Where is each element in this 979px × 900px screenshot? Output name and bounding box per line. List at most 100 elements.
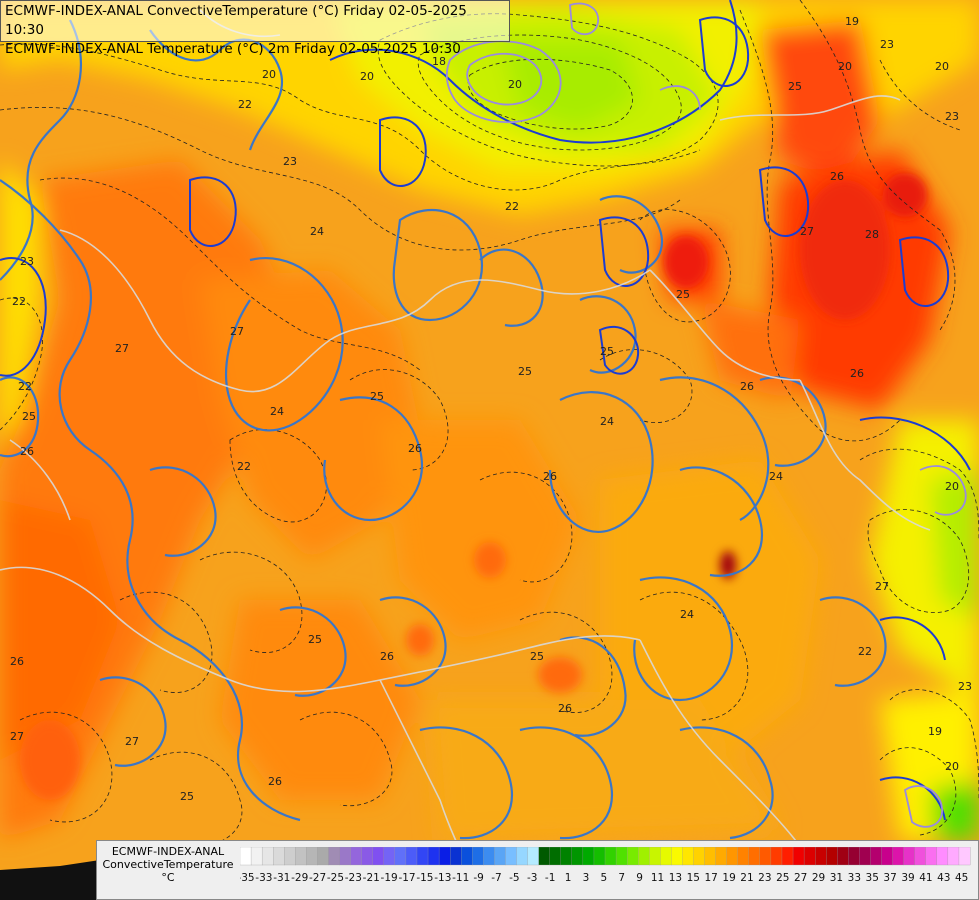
contour-label: 22 xyxy=(237,460,251,473)
color-swatch xyxy=(516,847,529,866)
contour-label: 22 xyxy=(238,98,252,111)
contour-label: 23 xyxy=(283,155,297,168)
contour-label: 24 xyxy=(769,470,783,483)
legend-tick-label: 3 xyxy=(583,872,590,884)
contour-label: 25 xyxy=(530,650,544,663)
legend-tick-label: 17 xyxy=(705,872,718,884)
dashed-contours xyxy=(0,0,979,847)
contour-label: 22 xyxy=(18,380,32,393)
title-line-1: ECMWF-INDEX-ANAL ConvectiveTemperature (… xyxy=(5,3,467,38)
color-swatch xyxy=(306,847,318,866)
legend-tick-label: -15 xyxy=(416,872,433,884)
contour-label: 25 xyxy=(180,790,194,803)
legend-tick-label: -11 xyxy=(452,872,469,884)
color-bar: -35-33-31-29-27-25-23-21-19-17-15-13-11-… xyxy=(240,847,971,884)
contour-label: 26 xyxy=(20,445,34,458)
color-swatch xyxy=(361,847,374,866)
color-swatch xyxy=(914,847,927,866)
blue-contours xyxy=(0,19,887,840)
color-swatch xyxy=(582,847,595,866)
color-swatch xyxy=(549,847,562,866)
legend-tick-label: 43 xyxy=(937,872,950,884)
color-swatch xyxy=(339,847,352,866)
legend-tick-label: -5 xyxy=(509,872,519,884)
color-swatch xyxy=(372,847,385,866)
color-swatch xyxy=(626,847,639,866)
color-swatch xyxy=(715,847,728,866)
color-swatch xyxy=(826,847,838,866)
legend-unit: °C xyxy=(161,871,175,884)
legend-tick-label: 1 xyxy=(565,872,572,884)
color-swatch xyxy=(538,847,551,866)
legend-tick-label: 11 xyxy=(651,872,664,884)
legend-label: ECMWF-INDEX-ANAL ConvectiveTemperature °… xyxy=(97,845,239,884)
legend-tick-label: -19 xyxy=(381,872,398,884)
color-swatch xyxy=(527,847,540,866)
contour-labels: 20 22 23 24 25 26 25 24 22 26 26 25 27 2… xyxy=(10,15,972,803)
color-swatch xyxy=(350,847,363,866)
legend-tick-label: 15 xyxy=(687,872,700,884)
color-swatch xyxy=(781,847,794,866)
contour-label: 24 xyxy=(600,415,614,428)
legend-tick-label: -35 xyxy=(240,872,255,884)
color-swatch xyxy=(759,847,772,866)
color-swatch xyxy=(671,847,683,866)
contour-label: 18 xyxy=(432,55,446,68)
contour-label: 25 xyxy=(788,80,802,93)
contour-label: 27 xyxy=(875,580,889,593)
color-swatch xyxy=(748,847,761,866)
contour-label: 28 xyxy=(865,228,879,241)
color-swatch xyxy=(870,847,882,866)
color-swatch xyxy=(328,847,340,866)
temperature-shading xyxy=(0,0,979,840)
contour-label: 20 xyxy=(508,78,522,91)
contour-label: 26 xyxy=(268,775,282,788)
legend-tick-label: -1 xyxy=(545,872,555,884)
color-swatch xyxy=(649,847,661,866)
legend-tick-label: 9 xyxy=(636,872,643,884)
color-swatch xyxy=(660,847,672,866)
color-swatch xyxy=(815,847,827,866)
legend-tick-label: -27 xyxy=(309,872,326,884)
color-swatch xyxy=(737,847,750,866)
legend-tick-label: 45 xyxy=(955,872,968,884)
legend-tick-label: 37 xyxy=(883,872,896,884)
contour-label: 26 xyxy=(830,170,844,183)
color-swatch xyxy=(593,847,606,866)
color-swatch xyxy=(693,847,705,866)
color-swatch xyxy=(704,847,717,866)
contour-label: 20 xyxy=(945,760,959,773)
color-swatch xyxy=(273,847,285,866)
color-swatch xyxy=(792,847,805,866)
title-line-2: ECMWF-INDEX-ANAL Temperature (°C) 2m Fri… xyxy=(5,41,461,57)
color-swatch xyxy=(250,847,263,866)
contour-label: 25 xyxy=(308,633,322,646)
contour-label: 27 xyxy=(800,225,814,238)
dark-blue-contours xyxy=(0,0,971,821)
legend-tick-label: 39 xyxy=(901,872,914,884)
legend-tick-label: -25 xyxy=(327,872,344,884)
legend-tick-label: 13 xyxy=(669,872,682,884)
legend-tick-label: -9 xyxy=(473,872,483,884)
color-swatch xyxy=(416,847,429,866)
color-swatch xyxy=(261,847,274,866)
contour-label: 22 xyxy=(505,200,519,213)
legend-tick-label: 5 xyxy=(600,872,607,884)
color-legend: ECMWF-INDEX-ANAL ConvectiveTemperature °… xyxy=(96,840,979,900)
contour-label: 19 xyxy=(928,725,942,738)
contour-label: 20 xyxy=(360,70,374,83)
legend-tick-label: 41 xyxy=(919,872,932,884)
legend-tick-label: -21 xyxy=(363,872,380,884)
contour-label: 20 xyxy=(935,60,949,73)
color-swatch xyxy=(383,847,396,866)
legend-tick-label: 25 xyxy=(776,872,789,884)
color-swatch xyxy=(837,847,849,866)
contour-label: 20 xyxy=(838,60,852,73)
color-swatch xyxy=(284,847,296,866)
contour-label: 24 xyxy=(310,225,324,238)
contour-label: 22 xyxy=(12,295,26,308)
color-swatch xyxy=(892,847,905,866)
contour-label: 26 xyxy=(558,702,572,715)
legend-tick-label: 31 xyxy=(830,872,843,884)
color-swatch xyxy=(461,847,473,866)
